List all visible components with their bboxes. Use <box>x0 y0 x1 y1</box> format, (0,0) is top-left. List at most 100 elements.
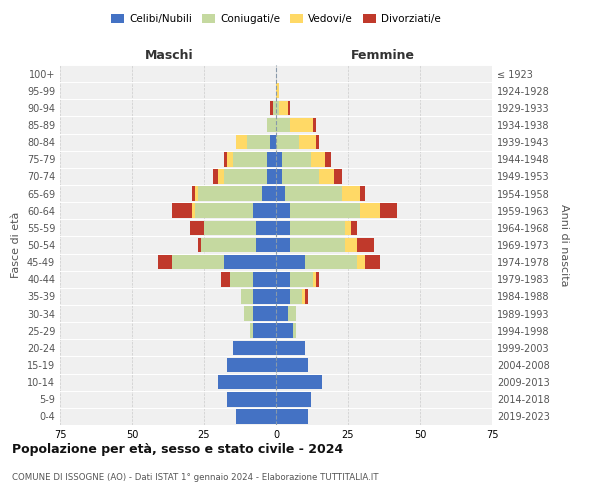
Bar <box>172 255 224 270</box>
Bar <box>190 220 204 235</box>
Bar <box>204 220 256 235</box>
Bar <box>290 220 345 235</box>
Bar <box>276 186 284 201</box>
Bar <box>359 186 365 201</box>
Bar <box>193 204 196 218</box>
Bar <box>172 204 193 218</box>
Bar <box>198 186 262 201</box>
Bar <box>293 324 296 338</box>
Bar <box>276 409 308 424</box>
Bar <box>270 100 273 115</box>
Bar <box>287 100 290 115</box>
Bar <box>313 272 316 286</box>
Bar <box>253 204 276 218</box>
Bar <box>290 238 345 252</box>
Bar <box>230 272 253 286</box>
Bar <box>247 135 270 150</box>
Bar <box>198 238 201 252</box>
Bar <box>316 272 319 286</box>
Bar <box>302 289 305 304</box>
Bar <box>319 169 334 184</box>
Bar <box>334 169 342 184</box>
Bar <box>268 169 276 184</box>
Legend: Celibi/Nubili, Coniugati/e, Vedovi/e, Divorziati/e: Celibi/Nubili, Coniugati/e, Vedovi/e, Di… <box>107 10 445 29</box>
Bar <box>273 100 276 115</box>
Bar <box>325 152 331 166</box>
Bar <box>290 289 302 304</box>
Bar <box>196 186 198 201</box>
Bar <box>233 340 276 355</box>
Bar <box>276 135 299 150</box>
Bar <box>236 409 276 424</box>
Bar <box>276 169 282 184</box>
Bar <box>244 306 253 321</box>
Text: Popolazione per età, sesso e stato civile - 2024: Popolazione per età, sesso e stato civil… <box>12 442 343 456</box>
Bar <box>282 169 319 184</box>
Bar <box>253 272 276 286</box>
Bar <box>221 272 230 286</box>
Bar <box>250 324 253 338</box>
Bar <box>253 324 276 338</box>
Bar <box>276 100 279 115</box>
Bar <box>256 238 276 252</box>
Text: COMUNE DI ISSOGNE (AO) - Dati ISTAT 1° gennaio 2024 - Elaborazione TUTTITALIA.IT: COMUNE DI ISSOGNE (AO) - Dati ISTAT 1° g… <box>12 472 379 482</box>
Bar <box>356 238 374 252</box>
Bar <box>262 186 276 201</box>
Bar <box>227 152 233 166</box>
Bar <box>356 255 365 270</box>
Bar <box>233 152 268 166</box>
Bar <box>299 135 316 150</box>
Bar <box>276 306 287 321</box>
Bar <box>196 204 253 218</box>
Bar <box>342 186 359 201</box>
Bar <box>224 169 268 184</box>
Bar <box>236 135 247 150</box>
Bar <box>224 152 227 166</box>
Y-axis label: Anni di nascita: Anni di nascita <box>559 204 569 286</box>
Bar <box>351 220 356 235</box>
Bar <box>218 169 224 184</box>
Bar <box>276 255 305 270</box>
Bar <box>218 375 276 390</box>
Bar <box>276 84 279 98</box>
Bar <box>276 289 290 304</box>
Bar <box>276 220 290 235</box>
Y-axis label: Fasce di età: Fasce di età <box>11 212 21 278</box>
Bar <box>276 324 293 338</box>
Bar <box>227 358 276 372</box>
Bar <box>241 289 253 304</box>
Bar <box>305 289 308 304</box>
Bar <box>268 118 276 132</box>
Bar <box>276 152 282 166</box>
Bar <box>268 152 276 166</box>
Bar <box>290 118 313 132</box>
Bar <box>270 135 276 150</box>
Bar <box>224 255 276 270</box>
Bar <box>287 306 296 321</box>
Bar <box>365 255 380 270</box>
Bar <box>193 186 196 201</box>
Bar <box>276 392 311 406</box>
Bar <box>158 255 172 270</box>
Bar <box>276 204 290 218</box>
Bar <box>276 272 290 286</box>
Bar <box>311 152 325 166</box>
Bar <box>276 375 322 390</box>
Bar <box>276 358 308 372</box>
Bar <box>282 152 311 166</box>
Bar <box>276 340 305 355</box>
Bar <box>256 220 276 235</box>
Bar <box>316 135 319 150</box>
Text: Femmine: Femmine <box>350 48 415 62</box>
Bar <box>201 238 256 252</box>
Bar <box>276 118 290 132</box>
Bar <box>290 272 313 286</box>
Bar <box>276 238 290 252</box>
Bar <box>253 306 276 321</box>
Bar <box>253 289 276 304</box>
Bar <box>359 204 380 218</box>
Bar <box>313 118 316 132</box>
Bar <box>305 255 356 270</box>
Text: Maschi: Maschi <box>145 48 194 62</box>
Bar <box>290 204 359 218</box>
